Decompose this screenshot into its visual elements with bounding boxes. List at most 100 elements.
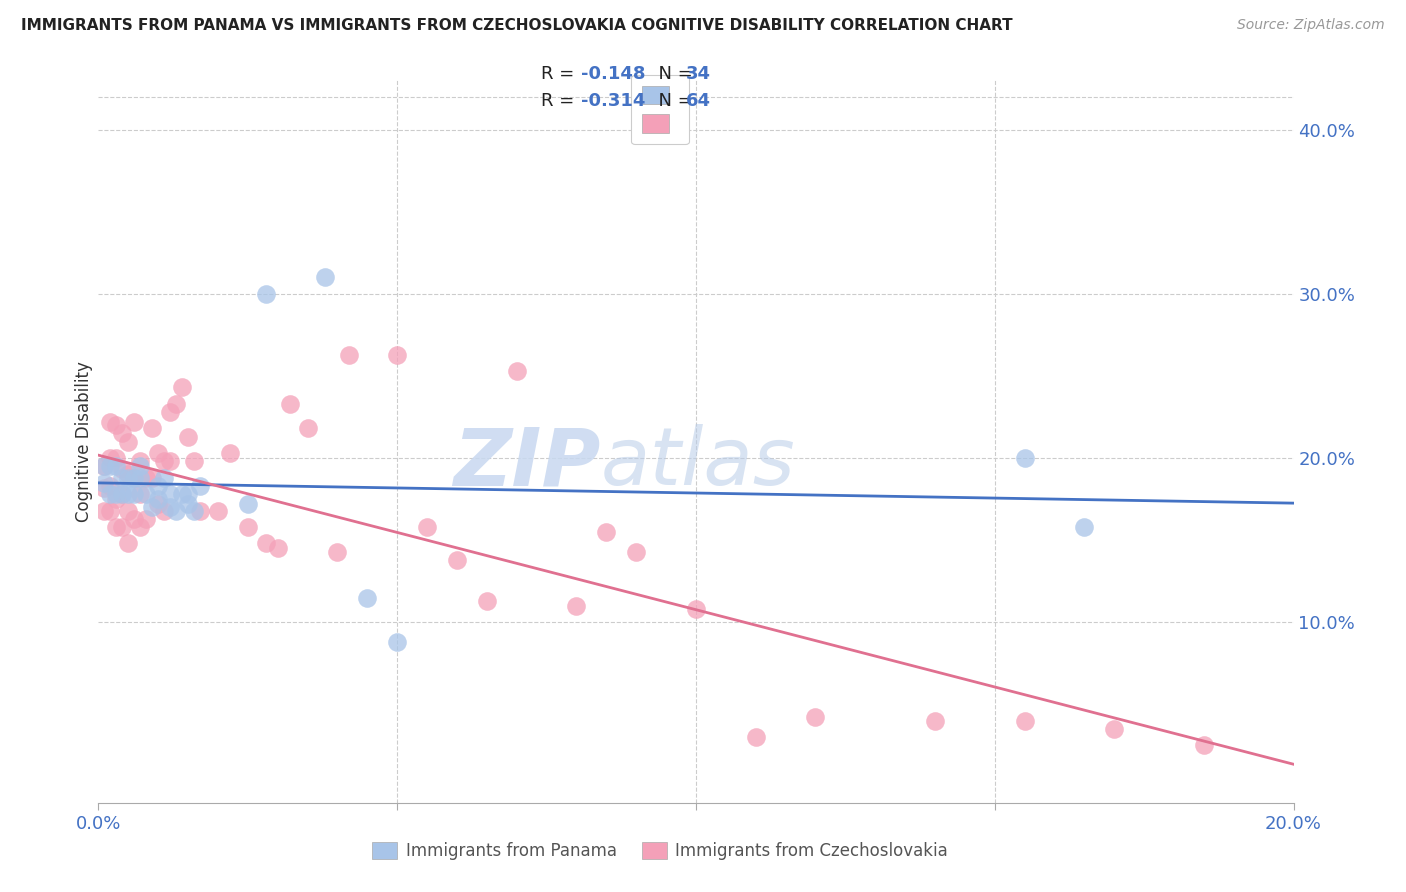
Point [924,714,946,728]
Point [124,487,146,501]
Point [117,467,139,482]
Point [111,520,134,534]
Point [129,520,152,534]
Text: 34: 34 [686,65,711,83]
Point [1104,722,1126,736]
Point [356,591,378,605]
Point [219,446,242,460]
Point [339,347,361,361]
Point [117,434,139,449]
Point [117,536,139,550]
Point [135,470,157,484]
Point [98,415,122,429]
Point [506,364,529,378]
Point [1014,714,1036,728]
Point [117,470,139,484]
Text: 64: 64 [686,92,711,110]
Point [111,426,134,441]
Point [159,454,181,468]
Point [172,487,194,501]
Point [385,347,409,361]
Point [385,635,409,649]
Point [177,487,200,501]
Point [236,497,259,511]
Point [1014,450,1036,465]
Point [159,487,181,501]
Point [93,459,115,474]
Point [111,487,134,501]
Point [148,491,170,506]
Point [124,470,146,484]
Point [148,446,170,460]
Point [148,497,170,511]
Text: N =: N = [647,92,699,110]
Point [416,520,439,534]
Text: R =: R = [541,65,581,83]
Point [626,544,648,558]
Point [105,450,128,465]
Point [297,421,319,435]
Text: N =: N = [647,65,699,83]
Point [141,500,163,515]
Point [98,450,122,465]
Point [804,710,827,724]
Text: IMMIGRANTS FROM PANAMA VS IMMIGRANTS FROM CZECHOSLOVAKIA COGNITIVE DISABILITY CO: IMMIGRANTS FROM PANAMA VS IMMIGRANTS FRO… [21,18,1012,33]
Point [315,270,337,285]
Point [159,500,181,515]
Point [153,503,176,517]
Point [188,503,211,517]
Point [135,487,157,501]
Point [141,421,163,435]
Point [111,470,134,484]
Point [129,487,152,501]
Point [153,470,176,484]
Point [183,454,205,468]
Point [172,380,194,394]
Point [254,536,277,550]
Point [124,415,146,429]
Point [117,487,139,501]
Point [745,730,768,744]
Point [117,503,139,517]
Point [141,470,163,484]
Text: Source: ZipAtlas.com: Source: ZipAtlas.com [1237,18,1385,32]
Text: ZIP: ZIP [453,425,600,502]
Point [93,459,115,474]
Point [254,286,277,301]
Legend: Immigrants from Panama, Immigrants from Czechoslovakia: Immigrants from Panama, Immigrants from … [366,835,955,867]
Point [98,479,122,493]
Text: -0.314: -0.314 [581,92,645,110]
Point [93,475,115,490]
Point [159,405,181,419]
Point [98,503,122,517]
Point [565,599,588,613]
Point [105,418,128,433]
Point [1073,520,1095,534]
Point [148,479,170,493]
Point [595,524,617,539]
Point [1192,739,1215,753]
Y-axis label: Cognitive Disability: Cognitive Disability [75,361,93,522]
Point [105,459,128,474]
Point [129,470,152,484]
Point [105,491,128,506]
Point [111,462,134,476]
Point [188,479,211,493]
Point [177,429,200,443]
Point [129,459,152,474]
Point [98,459,122,474]
Point [105,520,128,534]
Point [326,544,349,558]
Point [153,454,176,468]
Point [129,454,152,468]
Point [685,602,707,616]
Text: atlas: atlas [600,425,796,502]
Point [93,481,115,495]
Point [183,503,205,517]
Point [177,497,200,511]
Point [124,512,146,526]
Point [135,512,157,526]
Point [267,541,290,556]
Point [124,470,146,484]
Point [207,503,229,517]
